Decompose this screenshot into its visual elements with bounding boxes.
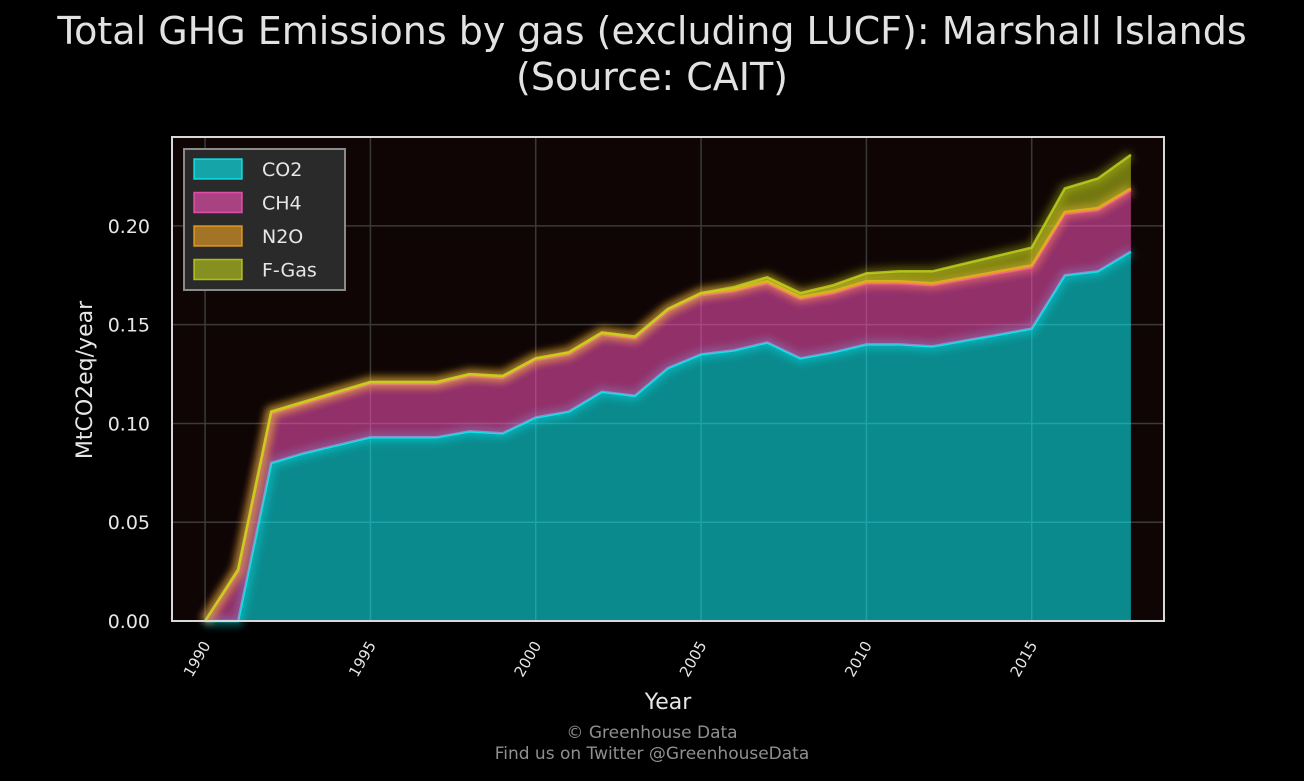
legend-label-co2: CO2 (262, 159, 302, 181)
legend-label-n2o: N2O (262, 226, 303, 248)
chart-title-line2: (Source: CAIT) (516, 55, 788, 99)
x-tick-label: 2015 (1007, 638, 1042, 680)
area-layers (200, 150, 1134, 626)
chart-title: Total GHG Emissions by gas (excluding LU… (0, 8, 1304, 100)
x-tick-label: 1995 (345, 638, 380, 680)
x-axis-label: Year (644, 690, 693, 715)
legend-label-f-gas: F-Gas (262, 260, 317, 282)
line-f-gas (204, 153, 1132, 622)
legend-label-ch4: CH4 (262, 193, 302, 215)
y-tick-label: 0.00 (108, 611, 150, 633)
footer-twitter: Find us on Twitter @GreenhouseData (494, 744, 810, 764)
legend-swatch-ch4 (193, 191, 243, 214)
x-tick-label: 2010 (841, 638, 876, 680)
footer-copyright: © Greenhouse Data (566, 723, 738, 743)
legend-swatch-f-gas (193, 258, 243, 281)
y-tick-label: 0.10 (108, 413, 150, 435)
x-tick-label: 2005 (676, 638, 711, 680)
x-axis-ticks: 1990 1995 2000 2005 2010 2015 (180, 638, 1041, 680)
y-axis-ticks: 0.00 0.05 0.10 0.15 0.20 (108, 216, 150, 633)
legend-swatch-co2 (193, 158, 243, 180)
plot-frame (171, 136, 1165, 622)
legend: CO2 CH4 N2O F-Gas (183, 148, 346, 291)
y-tick-label: 0.05 (108, 512, 150, 534)
y-axis-label: MtCO2eq/year (73, 300, 98, 459)
y-tick-label: 0.15 (108, 315, 150, 337)
x-tick-label: 1990 (180, 638, 215, 680)
chart-title-line1: Total GHG Emissions by gas (excluding LU… (57, 9, 1247, 53)
x-tick-label: 2000 (511, 638, 546, 680)
y-tick-label: 0.20 (108, 216, 150, 238)
legend-swatch-n2o (193, 225, 243, 247)
footer: © Greenhouse Data Find us on Twitter @Gr… (0, 723, 1304, 765)
area-co2 (205, 251, 1131, 621)
area-ch4 (205, 190, 1131, 622)
